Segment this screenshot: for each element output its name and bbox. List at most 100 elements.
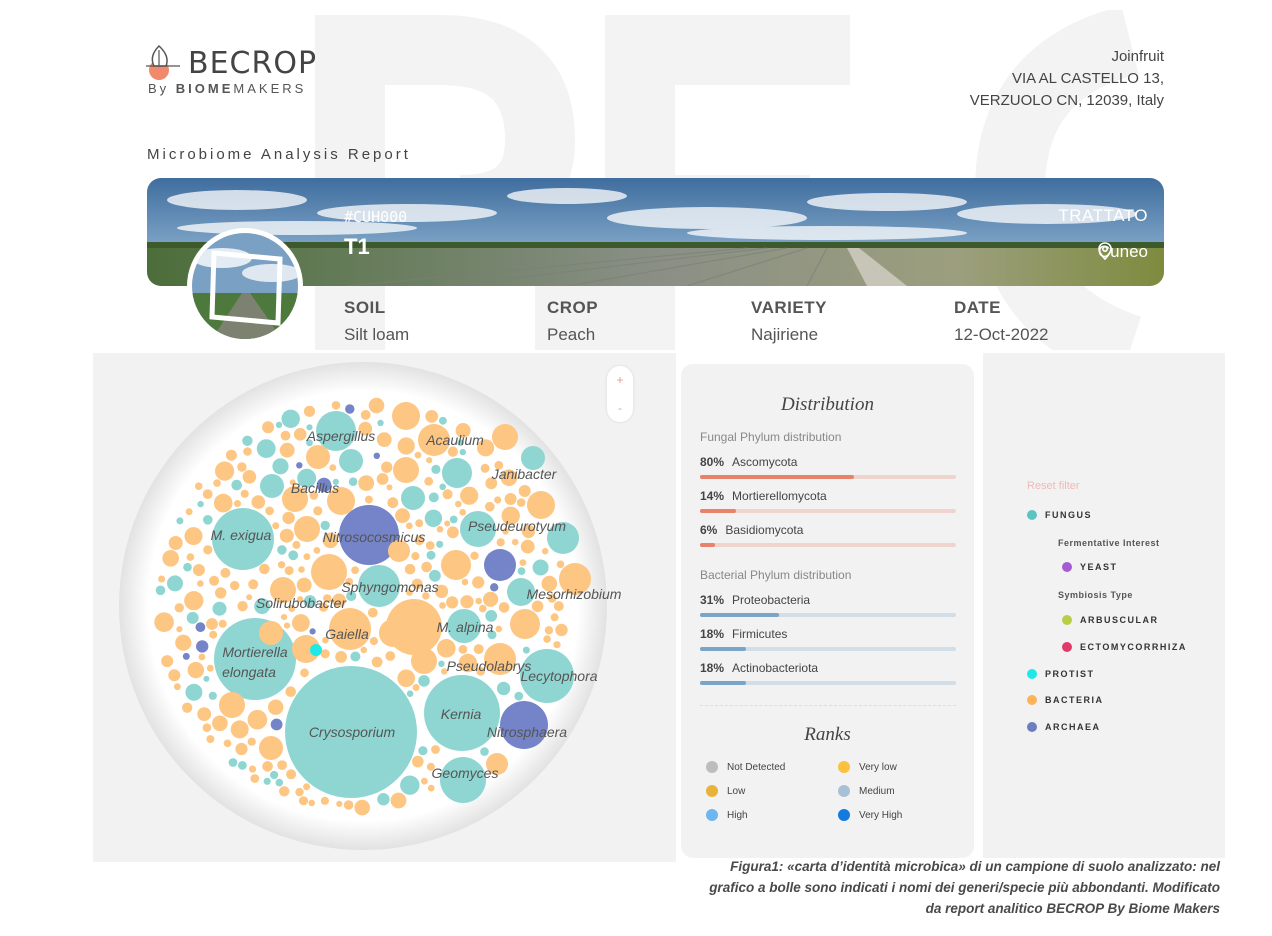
bacteria-bubble[interactable] xyxy=(435,584,449,598)
fungus-bubble[interactable] xyxy=(183,562,192,572)
bacteria-bubble[interactable] xyxy=(442,489,453,500)
bacteria-bubble[interactable] xyxy=(411,578,423,590)
archaea-bubble[interactable] xyxy=(316,477,332,493)
fungus-bubble[interactable] xyxy=(176,517,184,525)
bacteria-bubble[interactable] xyxy=(295,787,304,797)
bacteria-bubble[interactable] xyxy=(500,469,518,486)
bacteria-bubble[interactable] xyxy=(411,552,420,561)
bacteria-bubble[interactable] xyxy=(486,753,508,775)
bacteria-bubble[interactable] xyxy=(483,591,499,607)
bacteria-bubble[interactable] xyxy=(215,461,235,481)
bacteria-bubble[interactable] xyxy=(320,649,330,659)
fungus-bubble[interactable] xyxy=(197,500,204,508)
fungus-bubble[interactable] xyxy=(424,509,443,527)
fungus-bubble[interactable] xyxy=(272,458,289,475)
bacteria-bubble[interactable] xyxy=(206,664,214,672)
fungus-bubble[interactable] xyxy=(186,611,199,624)
fungus-bubble[interactable] xyxy=(256,439,276,458)
bacteria-bubble[interactable] xyxy=(397,437,415,455)
fungus-bubble[interactable] xyxy=(208,691,217,700)
bacteria-bubble[interactable] xyxy=(354,799,371,816)
bacteria-bubble[interactable] xyxy=(203,545,213,555)
fungus-bubble[interactable] xyxy=(185,683,203,701)
bacteria-bubble[interactable] xyxy=(504,493,517,505)
bacteria-bubble[interactable] xyxy=(184,591,204,611)
bacteria-bubble[interactable] xyxy=(485,501,495,512)
bacteria-bubble[interactable] xyxy=(215,587,227,599)
bacteria-bubble[interactable] xyxy=(368,397,385,414)
bacteria-bubble[interactable] xyxy=(371,656,383,668)
fungus-bubble[interactable] xyxy=(203,675,210,682)
bacteria-bubble[interactable] xyxy=(519,559,527,566)
bacteria-bubble[interactable] xyxy=(437,639,456,658)
fungus-bubble[interactable] xyxy=(521,446,545,470)
protist-bubble[interactable] xyxy=(310,644,322,656)
bacteria-bubble[interactable] xyxy=(461,578,469,586)
bacteria-bubble[interactable] xyxy=(329,464,337,471)
fungus-bubble[interactable] xyxy=(254,598,270,615)
fungus-bubble[interactable] xyxy=(167,575,183,592)
fungus-bubble[interactable] xyxy=(275,778,284,787)
bacteria-bubble[interactable] xyxy=(323,594,332,603)
bacteria-bubble[interactable] xyxy=(240,489,249,498)
bacteria-bubble[interactable] xyxy=(336,800,343,807)
bacteria-bubble[interactable] xyxy=(444,520,451,527)
fungus-bubble[interactable] xyxy=(281,409,300,428)
bacteria-bubble[interactable] xyxy=(343,800,354,810)
bacteria-bubble[interactable] xyxy=(501,506,520,525)
reset-filter-link[interactable]: Reset filter xyxy=(1027,480,1080,492)
bacteria-bubble[interactable] xyxy=(300,668,309,678)
bacteria-bubble[interactable] xyxy=(376,473,389,485)
bacteria-bubble[interactable] xyxy=(161,655,174,668)
bacteria-bubble[interactable] xyxy=(182,702,193,713)
archaea-bubble[interactable] xyxy=(490,583,499,592)
bacteria-bubble[interactable] xyxy=(541,575,558,592)
bacteria-bubble[interactable] xyxy=(219,692,245,718)
archaea-bubble[interactable] xyxy=(373,452,380,459)
bacteria-bubble[interactable] xyxy=(559,563,591,595)
fungus-bubble[interactable] xyxy=(228,758,238,767)
bacteria-bubble[interactable] xyxy=(414,451,422,459)
bacteria-bubble[interactable] xyxy=(303,783,311,791)
bacteria-bubble[interactable] xyxy=(235,742,248,756)
archaea-bubble[interactable] xyxy=(195,622,206,633)
archaea-bubble[interactable] xyxy=(345,404,355,414)
legend-fungus[interactable]: FUNGUS xyxy=(1027,510,1092,520)
bacteria-bubble[interactable] xyxy=(297,596,304,603)
bacteria-bubble[interactable] xyxy=(360,646,367,654)
archaea-bubble[interactable] xyxy=(270,718,283,731)
bacteria-bubble[interactable] xyxy=(303,553,311,561)
fungus-bubble[interactable] xyxy=(285,666,417,798)
bacteria-bubble[interactable] xyxy=(206,618,218,630)
fungus-bubble[interactable] xyxy=(277,545,287,555)
fungus-bubble[interactable] xyxy=(514,691,524,701)
bacteria-bubble[interactable] xyxy=(248,579,259,590)
bacteria-bubble[interactable] xyxy=(553,641,561,649)
bacteria-bubble[interactable] xyxy=(426,762,435,771)
bacteria-bubble[interactable] xyxy=(247,709,268,730)
bacteria-bubble[interactable] xyxy=(495,625,503,633)
bacteria-bubble[interactable] xyxy=(209,575,220,586)
bacteria-bubble[interactable] xyxy=(298,796,309,806)
bacteria-bubble[interactable] xyxy=(521,524,536,539)
bacteria-bubble[interactable] xyxy=(392,402,420,430)
bacteria-bubble[interactable] xyxy=(531,600,544,613)
fungus-bubble[interactable] xyxy=(270,770,279,780)
bacteria-bubble[interactable] xyxy=(242,470,257,484)
bacteria-bubble[interactable] xyxy=(237,601,248,612)
archaea-bubble[interactable] xyxy=(182,652,190,660)
bacteria-bubble[interactable] xyxy=(405,522,413,530)
bacteria-bubble[interactable] xyxy=(376,432,392,447)
bacteria-bubble[interactable] xyxy=(284,566,294,576)
bacteria-bubble[interactable] xyxy=(397,669,416,688)
bacteria-bubble[interactable] xyxy=(460,595,474,609)
bacteria-bubble[interactable] xyxy=(282,511,295,525)
bacteria-bubble[interactable] xyxy=(421,561,432,573)
bacteria-bubble[interactable] xyxy=(455,423,471,438)
bacteria-bubble[interactable] xyxy=(480,463,490,473)
bacteria-bubble[interactable] xyxy=(426,457,433,464)
fungus-bubble[interactable] xyxy=(320,520,330,531)
bacteria-bubble[interactable] xyxy=(168,669,181,682)
bacteria-bubble[interactable] xyxy=(175,634,192,651)
fungus-bubble[interactable] xyxy=(288,550,299,561)
